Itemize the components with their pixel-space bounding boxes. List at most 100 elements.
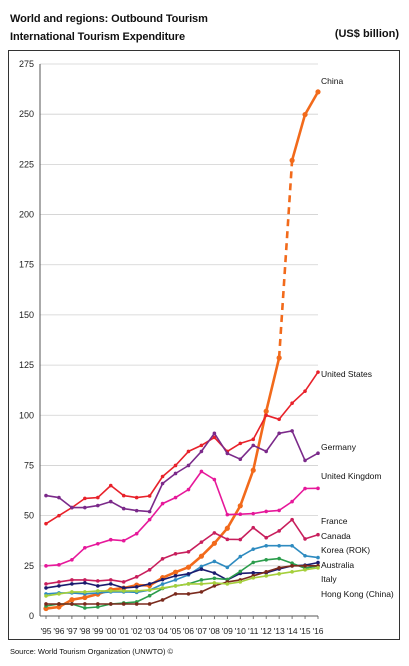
y-tick-label: 100 — [19, 410, 34, 420]
data-point — [251, 560, 256, 565]
data-point — [108, 483, 113, 488]
data-point — [160, 598, 165, 602]
data-point — [186, 582, 191, 586]
data-point — [225, 565, 230, 570]
data-point — [290, 543, 294, 548]
x-tick-label: '00 — [105, 626, 116, 636]
series-label-china: China — [321, 76, 343, 86]
series-label-germany: Germany — [321, 442, 357, 452]
data-point — [83, 590, 87, 594]
y-tick-label: 225 — [19, 159, 34, 169]
data-point — [290, 561, 294, 566]
y-tick-label: 150 — [19, 310, 34, 320]
data-point — [108, 537, 113, 542]
data-point — [212, 431, 217, 436]
data-point — [108, 602, 113, 606]
data-point — [264, 535, 268, 540]
data-point — [277, 529, 281, 533]
data-point — [316, 370, 320, 374]
series-label-korea-rok: Korea (ROK) — [321, 545, 370, 555]
data-point — [303, 564, 307, 568]
data-point — [290, 564, 294, 568]
data-point — [263, 408, 269, 414]
series-label-australia: Australia — [321, 560, 354, 570]
data-point — [147, 517, 152, 522]
x-tick-label: '10 — [235, 626, 246, 636]
data-point — [173, 551, 178, 556]
data-point — [172, 569, 179, 575]
data-point — [121, 589, 126, 593]
data-point — [199, 567, 204, 572]
chart-title-block: World and regions: Outbound Tourism Inte… — [10, 10, 208, 46]
data-point — [212, 435, 217, 440]
data-point — [211, 540, 217, 546]
data-point — [199, 564, 204, 569]
data-point — [121, 493, 126, 498]
series-label-united-states: United States — [321, 369, 372, 379]
data-point — [316, 566, 320, 570]
data-point — [83, 602, 87, 606]
data-point — [225, 537, 230, 542]
data-point — [186, 549, 191, 554]
data-point — [96, 541, 100, 546]
data-point — [264, 449, 268, 454]
data-point — [96, 584, 100, 588]
chart-title-line2: International Tourism Expenditure — [10, 31, 185, 43]
data-point — [134, 589, 139, 593]
data-point — [147, 593, 152, 598]
data-point — [44, 564, 48, 568]
x-axis: '95'96'97'98'99'00'01'02'03'04'05'06'07 '… — [40, 616, 324, 636]
source-note: Source: World Tourism Organization (UNWT… — [10, 647, 174, 656]
data-point — [264, 557, 268, 562]
chart-frame — [8, 50, 400, 640]
data-point — [43, 605, 49, 612]
series-united-states — [44, 370, 320, 526]
data-point — [121, 602, 126, 606]
data-point — [147, 568, 152, 572]
data-point — [238, 512, 243, 517]
data-point — [186, 572, 191, 576]
series-korea-rok — [44, 560, 320, 590]
data-point — [44, 586, 48, 590]
data-point — [251, 576, 256, 580]
x-tick-label: '05 — [170, 626, 181, 636]
x-tick-label: '12 — [261, 626, 272, 636]
data-point — [57, 563, 61, 567]
x-tick-label: '16 — [312, 626, 323, 636]
data-point — [160, 481, 165, 486]
series-label-france: France — [321, 516, 348, 526]
data-point — [264, 413, 268, 418]
data-point — [121, 506, 126, 511]
data-point — [186, 487, 191, 492]
data-point — [70, 590, 74, 594]
data-point — [303, 553, 307, 558]
data-point — [303, 537, 307, 541]
data-point — [303, 458, 307, 463]
data-point — [290, 570, 294, 574]
data-point — [57, 580, 61, 584]
data-point — [70, 582, 74, 586]
data-point — [160, 501, 165, 506]
data-point — [251, 511, 256, 516]
series-line — [45, 544, 319, 595]
data-point — [225, 512, 230, 517]
data-point — [303, 486, 307, 491]
data-point — [302, 111, 308, 118]
data-point — [82, 594, 88, 601]
data-point — [277, 556, 281, 561]
data-point — [212, 576, 217, 581]
y-tick-label: 25 — [24, 561, 34, 571]
series-labels: China United States Germany United Kingdom F… — [321, 76, 394, 599]
data-point — [212, 581, 217, 585]
series-label-hong-kong-china: Hong Kong (China) — [321, 589, 394, 599]
data-point — [251, 571, 256, 575]
x-tick-label: '09 — [222, 626, 233, 636]
data-point — [173, 584, 178, 588]
data-point — [238, 537, 243, 542]
data-point — [225, 451, 230, 456]
data-point — [316, 555, 320, 560]
data-point — [277, 566, 281, 570]
data-point — [147, 602, 152, 606]
data-point — [303, 568, 307, 572]
data-point — [277, 543, 281, 548]
